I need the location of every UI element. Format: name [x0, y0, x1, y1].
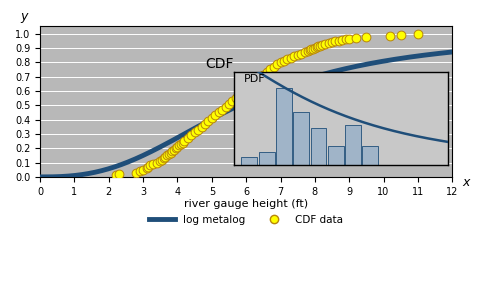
Point [197, 124, 205, 129]
Point [232, 96, 240, 100]
Point [181, 139, 188, 143]
Point [316, 43, 324, 48]
Point [225, 101, 233, 106]
Point [335, 38, 343, 43]
Point [242, 87, 250, 92]
Point [143, 166, 151, 171]
Point [342, 37, 349, 41]
Point [363, 35, 370, 39]
Point [273, 61, 281, 66]
Point [306, 48, 314, 52]
Point [212, 113, 219, 118]
Point [177, 142, 185, 146]
Point [133, 170, 140, 175]
Point [338, 38, 346, 42]
Point [218, 107, 226, 112]
Point [321, 41, 329, 46]
Point [263, 70, 271, 74]
Point [170, 147, 178, 152]
Point [259, 73, 267, 78]
Point [239, 90, 247, 95]
Point [191, 130, 198, 135]
Point [397, 33, 405, 37]
Point [163, 153, 171, 158]
Point [208, 116, 216, 120]
Point [174, 145, 182, 149]
Point [325, 41, 333, 45]
Point [156, 159, 164, 163]
Point [277, 60, 285, 64]
Point [201, 122, 209, 126]
Point [311, 46, 319, 50]
Point [284, 57, 291, 62]
Point [172, 146, 180, 151]
Point [352, 36, 360, 40]
Point [150, 162, 157, 166]
Legend: log metalog, CDF data: log metalog, CDF data [145, 210, 348, 229]
X-axis label: river gauge height (ft): river gauge height (ft) [184, 199, 308, 209]
Y-axis label: y: y [20, 10, 27, 23]
Point [179, 140, 186, 145]
Point [205, 119, 212, 123]
Point [304, 49, 312, 53]
Point [328, 40, 336, 44]
Point [215, 110, 223, 115]
Point [294, 53, 302, 57]
Point [309, 46, 317, 51]
Point [167, 150, 175, 155]
Point [266, 67, 274, 72]
Point [194, 127, 202, 132]
Point [162, 154, 169, 159]
Point [387, 34, 394, 38]
Point [332, 39, 339, 44]
Point [139, 168, 147, 172]
Point [158, 157, 166, 162]
Point [160, 156, 167, 160]
Point [153, 160, 161, 165]
Point [146, 163, 154, 168]
Point [136, 169, 144, 174]
Point [235, 93, 243, 97]
Point [301, 50, 308, 55]
Point [256, 76, 264, 80]
Point [307, 47, 315, 52]
Text: x: x [463, 176, 470, 189]
Point [175, 143, 183, 148]
Point [187, 133, 195, 138]
Point [315, 44, 322, 49]
Point [414, 31, 422, 36]
Point [246, 84, 254, 89]
Point [297, 51, 305, 56]
Point [112, 173, 120, 178]
Point [249, 82, 257, 86]
Point [144, 165, 152, 169]
Point [346, 36, 353, 41]
Point [115, 172, 123, 176]
Point [222, 105, 229, 109]
Text: CDF: CDF [205, 57, 233, 71]
Point [290, 54, 298, 59]
Point [280, 59, 288, 63]
Point [313, 45, 320, 49]
Point [184, 136, 192, 141]
Point [270, 64, 277, 69]
Point [165, 152, 173, 156]
Point [318, 43, 326, 47]
Point [287, 56, 295, 60]
Point [168, 149, 176, 153]
Point [253, 79, 260, 83]
Point [228, 99, 236, 103]
